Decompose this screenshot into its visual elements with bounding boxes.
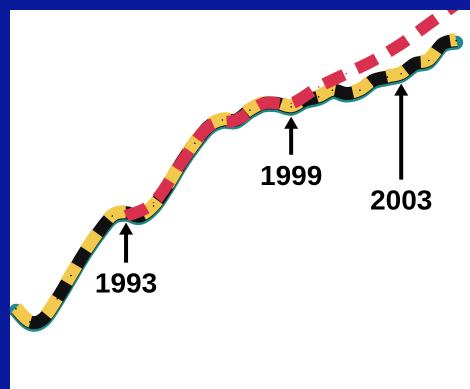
main-data-point: [15, 307, 17, 310]
main-data-point: [331, 89, 334, 91]
projection-data-point: [152, 201, 155, 204]
main-data-point: [414, 62, 416, 65]
projection-data-point: [290, 102, 293, 105]
projection-data-point: [235, 119, 237, 121]
main-series-yellow-line: [11, 33, 458, 329]
main-data-point: [249, 109, 251, 111]
annotation-label: 1993: [95, 268, 157, 299]
line-chart: 1993 1999 2003: [10, 10, 464, 332]
main-data-point: [359, 89, 361, 91]
up-arrow-icon: [119, 222, 134, 235]
annotation-2003: 2003: [370, 83, 432, 216]
main-data-point: [42, 317, 45, 320]
main-series-teal-line: [10, 35, 464, 332]
main-data-point: [29, 321, 31, 323]
main-data-point: [56, 297, 59, 300]
main-series-black-line: [11, 34, 458, 330]
series-layer: [10, 10, 464, 332]
main-data-point: [455, 39, 458, 42]
projection-data-point: [207, 125, 210, 128]
main-data-point: [111, 215, 114, 217]
projection-data-point: [180, 162, 182, 164]
annotation-label: 2003: [370, 185, 432, 216]
chart-panel: 1993 1999 2003: [10, 10, 470, 389]
main-data-point: [290, 106, 293, 108]
main-data-point: [386, 76, 389, 78]
main-data-point: [427, 59, 430, 62]
main-data-point: [400, 72, 403, 75]
annotation-layer: 1993 1999 2003: [95, 83, 432, 299]
annotation-1999: 1999: [260, 116, 322, 191]
projection-data-point: [125, 215, 127, 217]
projection-data-point: [400, 43, 403, 45]
main-data-point: [70, 274, 72, 277]
main-data-point: [84, 251, 86, 254]
main-data-point: [194, 142, 196, 144]
up-arrow-icon: [284, 116, 299, 129]
main-data-point: [221, 119, 224, 121]
projection-data-point: [372, 59, 375, 62]
up-arrow-icon: [394, 83, 409, 96]
annotation-label: 1999: [260, 160, 322, 191]
main-data-point: [317, 96, 320, 98]
projection-data-point: [262, 102, 265, 105]
annotation-1993: 1993: [95, 222, 157, 299]
main-data-point: [97, 231, 100, 234]
main-data-point: [345, 92, 348, 95]
main-data-point: [152, 205, 155, 207]
main-data-point: [372, 79, 375, 82]
main-data-point: [441, 43, 444, 45]
projection-data-point: [317, 86, 320, 88]
projection-data-point: [345, 72, 348, 75]
projection-data-point: [427, 23, 430, 25]
